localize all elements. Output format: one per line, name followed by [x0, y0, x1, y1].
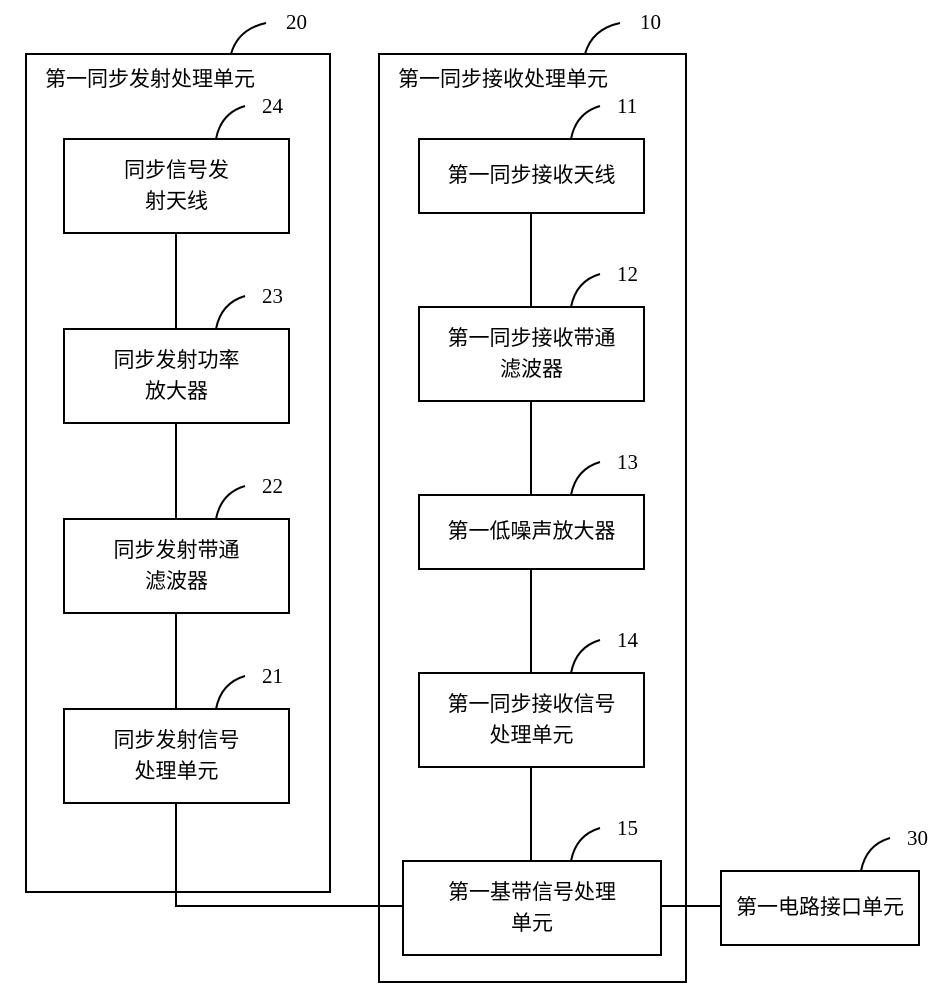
label-30: 30 [907, 826, 928, 851]
conn-11-12 [530, 214, 532, 306]
conn-21-to-15 [175, 905, 402, 907]
block-15: 第一基带信号处理 单元 [402, 860, 662, 956]
conn-24-23 [175, 234, 177, 328]
leader-10 [584, 17, 639, 55]
conn-14-15 [530, 768, 532, 860]
conn-23-22 [175, 424, 177, 518]
block-14: 第一同步接收信号 处理单元 [418, 672, 645, 768]
leader-20 [230, 17, 285, 55]
conn-15-to-30 [662, 905, 720, 907]
block-23: 同步发射功率 放大器 [63, 328, 290, 424]
label-24: 24 [262, 94, 283, 119]
left-container-title: 第一同步发射处理单元 [41, 63, 315, 93]
leader-30 [860, 833, 908, 873]
block-13: 第一低噪声放大器 [418, 494, 645, 570]
label-15: 15 [617, 816, 638, 841]
label-22: 22 [262, 474, 283, 499]
block-11: 第一同步接收天线 [418, 138, 645, 214]
label-13: 13 [617, 450, 638, 475]
label-12: 12 [617, 262, 638, 287]
label-14: 14 [617, 628, 638, 653]
label-11: 11 [617, 94, 637, 119]
conn-22-21 [175, 614, 177, 708]
block-24: 同步信号发 射天线 [63, 138, 290, 234]
conn-12-13 [530, 402, 532, 494]
block-21: 同步发射信号 处理单元 [63, 708, 290, 804]
block-22: 同步发射带通 滤波器 [63, 518, 290, 614]
conn-13-14 [530, 570, 532, 672]
label-23: 23 [262, 284, 283, 309]
label-10: 10 [640, 10, 661, 35]
label-20: 20 [286, 10, 307, 35]
block-12: 第一同步接收带通 滤波器 [418, 306, 645, 402]
block-30: 第一电路接口单元 [720, 870, 920, 946]
label-21: 21 [262, 664, 283, 689]
conn-21-down [175, 804, 177, 907]
right-container-title: 第一同步接收处理单元 [394, 63, 671, 93]
